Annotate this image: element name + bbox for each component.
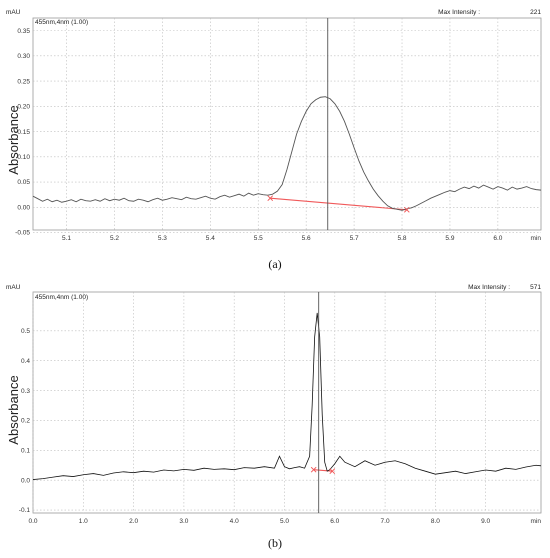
x-tick-label: 5.4 (206, 235, 215, 242)
caption-a: (a) (268, 257, 281, 271)
x-tick-label: 5.3 (158, 235, 167, 242)
y-tick-label: 0.25 (17, 78, 30, 85)
x-tick-label: 5.6 (302, 235, 311, 242)
chart-panel-a: 0.35 0.30 0.25 0.20 0.15 0.10 0.05 0.00 -0.05 5.… (6, 9, 542, 271)
x-tick-label: 3.0 (179, 518, 188, 525)
x-tick-label: 4.0 (230, 518, 239, 525)
y-tick-label: -0.1 (19, 507, 31, 514)
x-tick-label: 9.0 (481, 518, 490, 525)
y-tick-label: 0.15 (17, 129, 30, 136)
y-ticks: 0.35 0.30 0.25 0.20 0.15 0.10 0.05 0.00 -0.05 (15, 28, 30, 237)
y-tick-label: 0.1 (21, 447, 30, 454)
max-intensity-label: Max Intensity : (438, 9, 480, 16)
y-axis-label: Absorbance (6, 105, 21, 174)
x-tick-label: 5.7 (350, 235, 359, 242)
y-tick-label: 0.0 (21, 477, 30, 484)
max-intensity-value: 221 (530, 9, 541, 16)
baseline-endpoint (329, 468, 336, 475)
max-intensity-value: 571 (530, 284, 541, 291)
grid-lines (33, 18, 541, 233)
grid-lines (32, 292, 541, 513)
plot-frame (32, 291, 542, 514)
x-tick-label: 5.2 (110, 235, 119, 242)
y-tick-label: -0.05 (15, 230, 30, 237)
x-unit-label: min (531, 518, 542, 525)
x-tick-label: 7.0 (381, 518, 390, 525)
baseline-endpoint (310, 466, 317, 473)
y-ticks: 0.5 0.4 0.3 0.2 0.1 0.0 -0.1 (19, 328, 31, 514)
baseline-line (270, 197, 407, 211)
y-tick-label: 0.3 (21, 388, 30, 395)
chart-panel-b: 0.5 0.4 0.3 0.2 0.1 0.0 -0.1 0.0 1.0 2.0 3.0 4.0 5.… (6, 284, 542, 550)
x-ticks: 5.1 5.2 5.3 5.4 5.5 5.6 5.7 5.8 5.9 6.0 (62, 235, 503, 242)
plot-frame (32, 17, 542, 231)
y-tick-label: 0.20 (17, 104, 30, 111)
baseline-endpoint (403, 206, 410, 213)
unit-label: mAU (6, 284, 21, 291)
caption-b: (b) (268, 536, 282, 550)
baseline-endpoint (267, 195, 274, 202)
max-intensity-label: Max Intensity : (468, 284, 510, 291)
x-tick-label: 5.9 (445, 235, 454, 242)
chromatogram-line (32, 312, 542, 480)
x-tick-label: 6.0 (493, 235, 502, 242)
x-tick-label: 6.0 (330, 518, 339, 525)
y-tick-label: 0.2 (21, 418, 30, 425)
chromatogram-line (32, 96, 542, 211)
x-ticks: 0.0 1.0 2.0 3.0 4.0 5.0 6.0 7.0 8.0 9.0 (28, 518, 490, 525)
baseline-line (313, 469, 333, 472)
x-tick-label: 5.8 (397, 235, 406, 242)
y-tick-label: 0.00 (17, 204, 30, 211)
y-tick-label: 0.5 (21, 328, 30, 335)
y-tick-label: 0.4 (21, 358, 30, 365)
x-unit-label: min (531, 235, 542, 242)
y-tick-label: 0.30 (17, 53, 30, 60)
channel-label: 455nm,4nm (1.00) (35, 294, 88, 301)
x-tick-label: 2.0 (129, 518, 138, 525)
y-axis-label: Absorbance (6, 375, 21, 444)
y-tick-label: 0.10 (17, 154, 30, 161)
x-tick-label: 1.0 (79, 518, 88, 525)
y-tick-label: 0.35 (17, 28, 30, 35)
unit-label: mAU (6, 9, 21, 16)
x-tick-label: 5.0 (280, 518, 289, 525)
x-tick-label: 5.1 (62, 235, 71, 242)
channel-label: 455nm,4nm (1.00) (35, 19, 88, 26)
y-tick-label: 0.05 (17, 179, 30, 186)
x-tick-label: 8.0 (431, 518, 440, 525)
x-tick-label: 5.5 (254, 235, 263, 242)
x-tick-label: 0.0 (28, 518, 37, 525)
